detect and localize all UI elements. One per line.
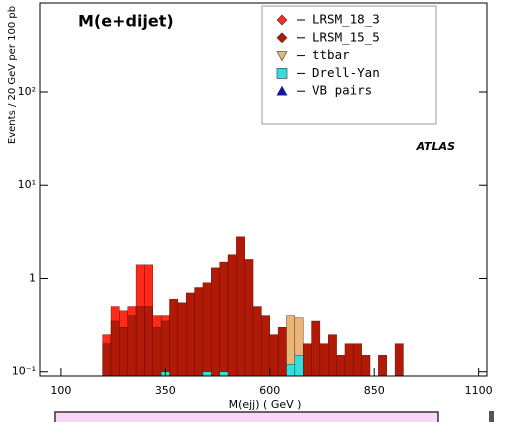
x-axis-label: M(ejj) ( GeV )	[229, 398, 302, 411]
histogram-bar	[110, 320, 120, 377]
histogram-bar	[294, 355, 304, 377]
histogram-bar	[144, 306, 153, 377]
histogram-bar	[227, 254, 237, 377]
histogram-bar	[336, 355, 346, 377]
histogram-bar	[219, 261, 229, 377]
legend-box	[261, 5, 437, 125]
x-tick-label: 850	[364, 384, 385, 397]
legend-label: LRSM_18_3	[312, 12, 380, 27]
legend-label: Drell-Yan	[312, 65, 380, 80]
annotation: ATLAS	[416, 140, 455, 153]
legend-marker	[276, 68, 288, 79]
legend-marker	[276, 51, 288, 62]
histogram-bar	[194, 287, 204, 377]
legend-label: LRSM_15_5	[312, 29, 380, 44]
histogram-bar	[211, 267, 220, 377]
histogram-bar	[361, 355, 371, 377]
histogram-bar	[252, 306, 262, 377]
histogram-bar	[169, 298, 179, 377]
histogram-bar	[261, 315, 270, 377]
histogram-bar	[319, 343, 329, 377]
histogram-bar	[160, 320, 170, 377]
histogram-bar	[127, 315, 137, 377]
x-tick-label: 600	[259, 384, 280, 397]
y-tick-label: 10⁻¹	[12, 365, 36, 378]
legend-marker	[276, 85, 288, 96]
histogram-bar	[244, 259, 254, 377]
histogram-bar	[353, 343, 362, 377]
histogram-bar	[378, 355, 387, 377]
histogram-bar	[186, 292, 195, 377]
histogram-bar	[236, 236, 245, 377]
histogram-bar	[344, 343, 354, 377]
histogram-bar	[119, 327, 128, 377]
y-axis-label: Events / 20 GeV per 100 pb	[7, 6, 18, 144]
histogram-bar	[286, 364, 296, 377]
legend-label: ttbar	[312, 47, 350, 62]
overlay-box	[54, 411, 439, 422]
histogram-bar	[152, 327, 162, 377]
histogram-bar	[135, 306, 145, 377]
histogram-bar	[311, 320, 321, 377]
histogram-bar	[328, 334, 337, 377]
plot-area	[102, 236, 404, 377]
legend-marker	[276, 32, 288, 44]
y-tick-label: 10²	[18, 85, 36, 98]
histogram-bar	[177, 302, 187, 377]
decoration	[489, 411, 494, 422]
histogram-bar	[277, 327, 287, 377]
chart-title: M(e+dijet)	[78, 12, 174, 31]
x-tick-label: 1100	[465, 384, 493, 397]
plot-frame	[39, 2, 488, 377]
y-tick-label: 10¹	[18, 178, 36, 191]
histogram-bar	[202, 282, 212, 377]
legend-label: VB pairs	[312, 83, 372, 98]
legend-marker	[276, 14, 288, 26]
histogram-bar	[302, 343, 312, 377]
y-tick-label: 1	[29, 271, 36, 284]
histogram-bar	[269, 334, 279, 377]
histogram-bar	[394, 343, 404, 377]
histogram-bar	[219, 371, 229, 377]
x-tick-label: 100	[50, 384, 71, 397]
histogram-bar	[102, 343, 112, 377]
histogram-bar	[202, 371, 212, 377]
x-tick-label: 350	[155, 384, 176, 397]
